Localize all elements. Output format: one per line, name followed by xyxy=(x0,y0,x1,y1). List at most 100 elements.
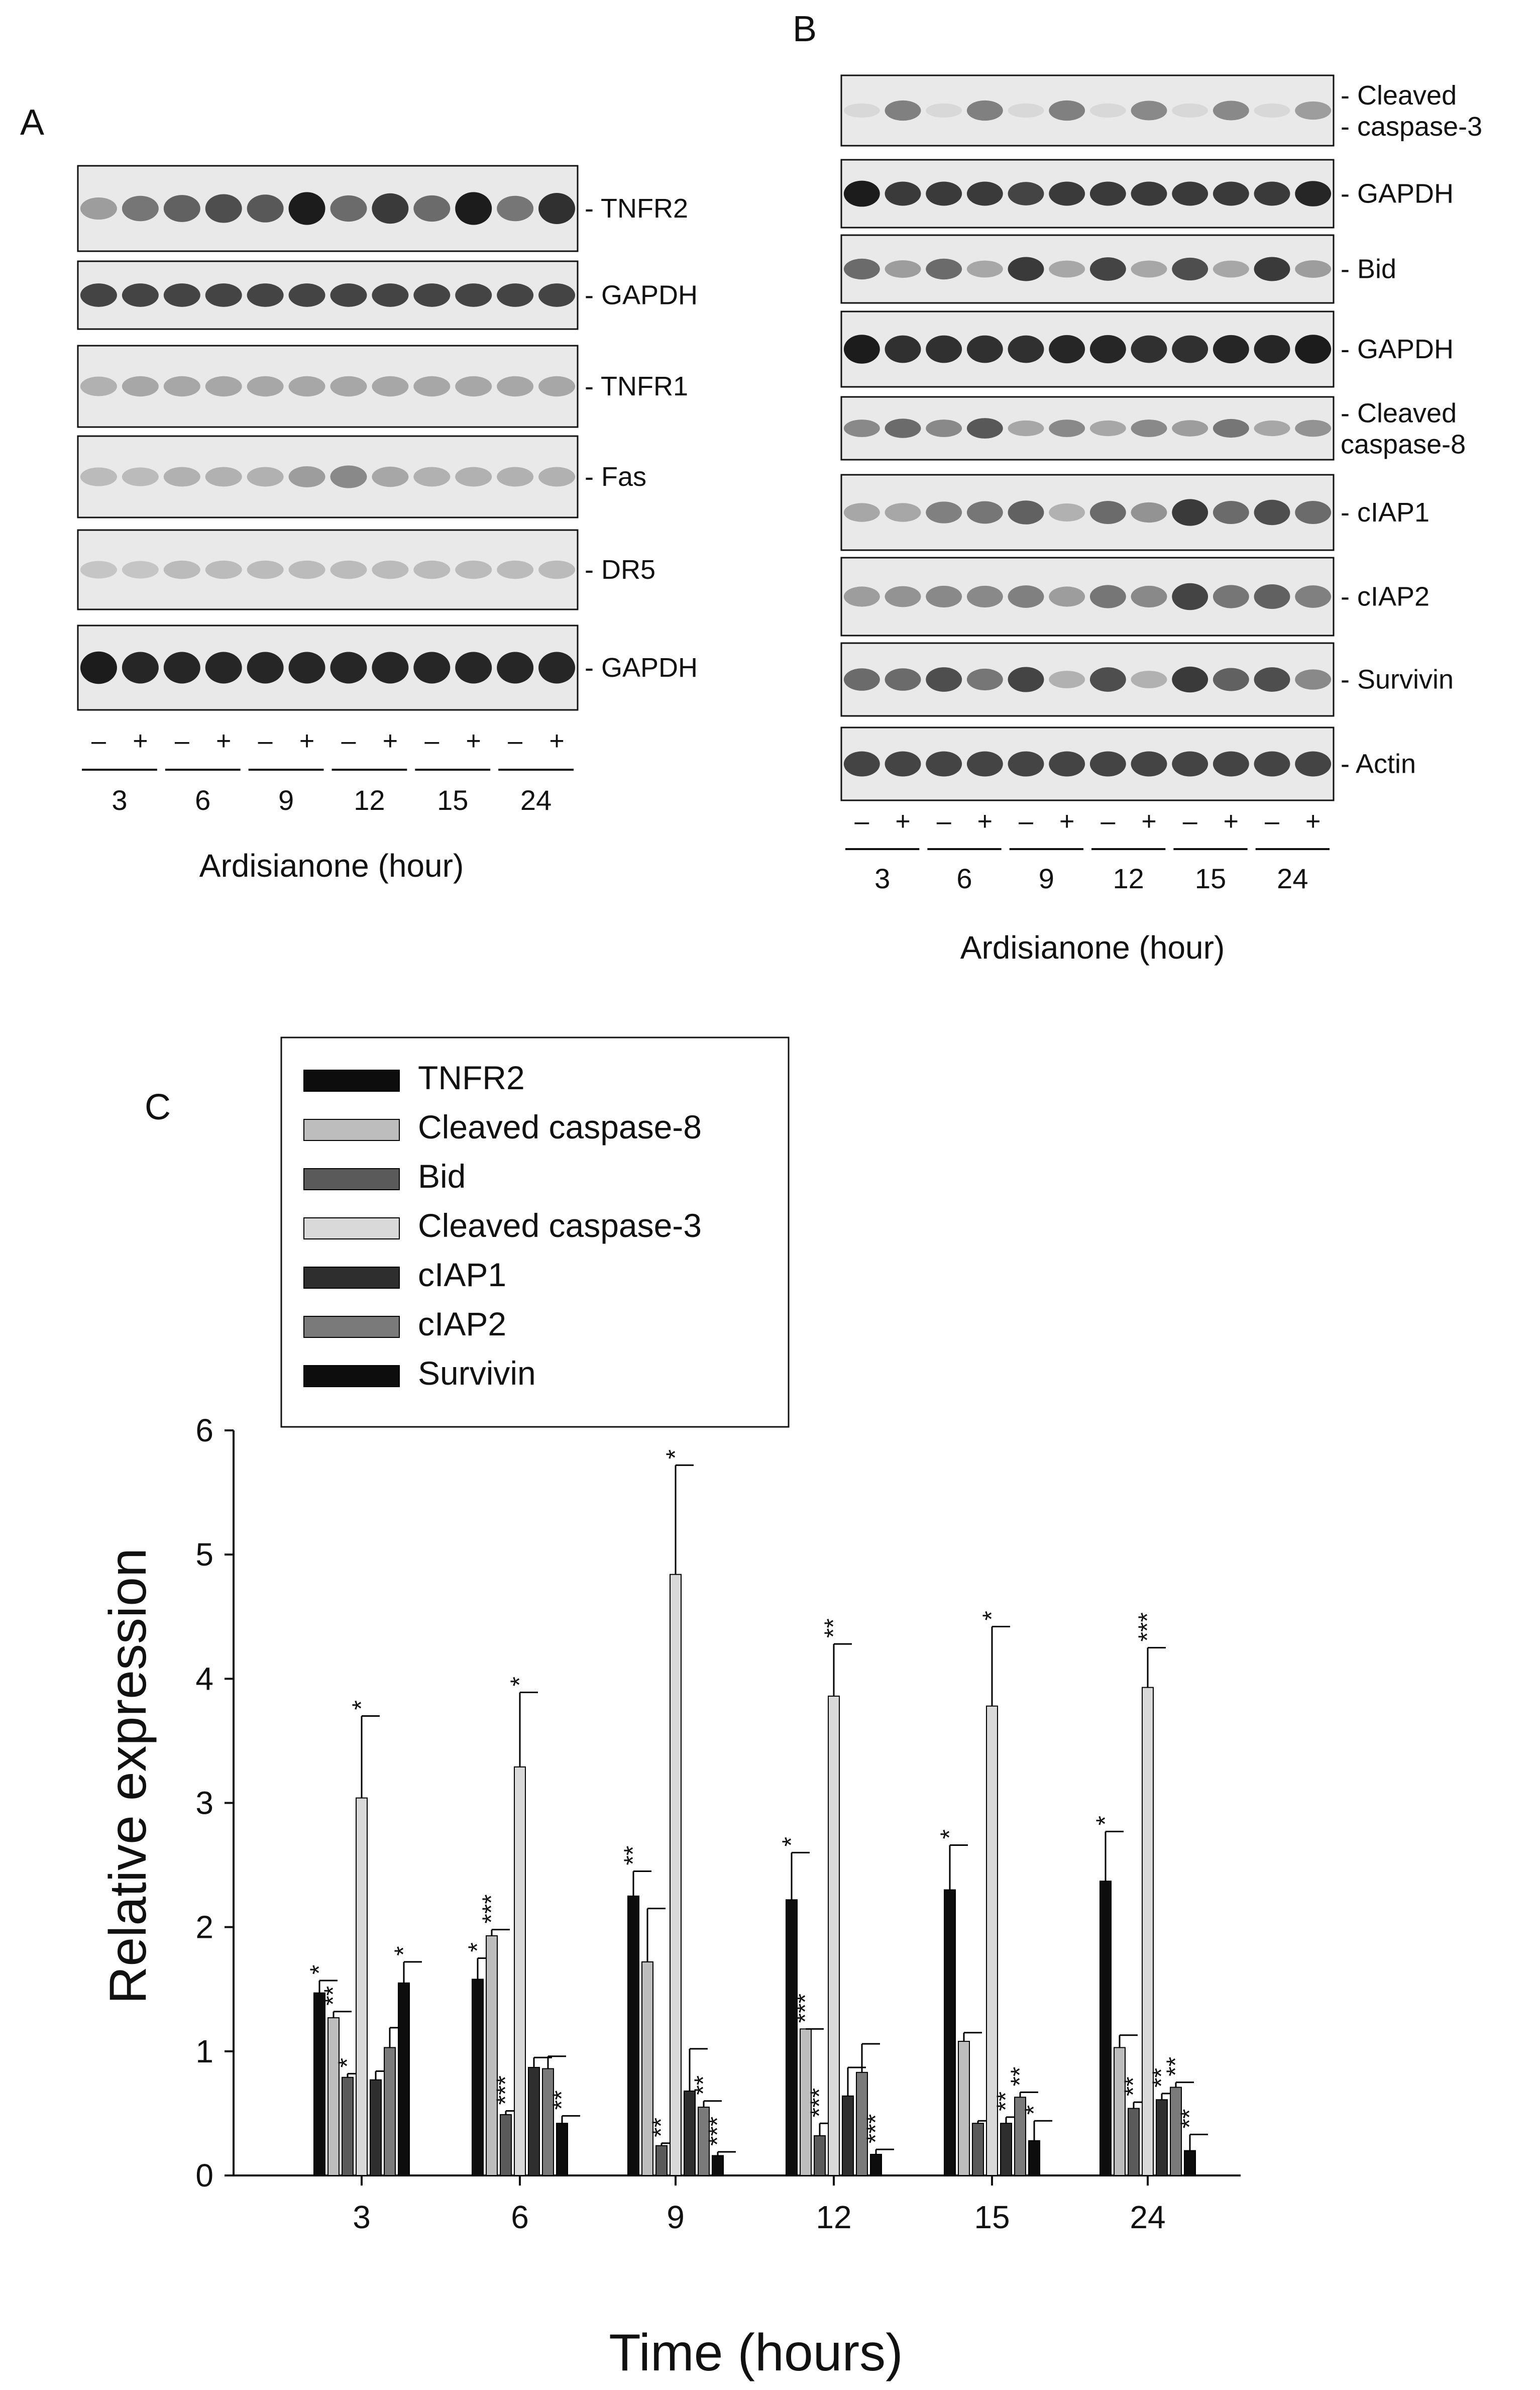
blot-band xyxy=(372,283,409,307)
lane-sign: + xyxy=(895,807,910,836)
blot-row: - Cleaved caspase-8 xyxy=(840,396,1466,461)
blot-label: - GAPDH xyxy=(585,280,698,310)
blot-band xyxy=(205,652,242,684)
y-tick-label: 0 xyxy=(195,2157,213,2194)
blot-band xyxy=(843,586,880,607)
blot-frame xyxy=(77,165,579,252)
significance-stars: * xyxy=(505,1677,533,1686)
blot-band xyxy=(926,258,962,280)
timepoint-label: 6 xyxy=(956,863,972,894)
blot-band xyxy=(1008,585,1044,608)
blot-band xyxy=(455,560,492,579)
blot-label: - GAPDH xyxy=(585,653,698,683)
blot-band xyxy=(1213,100,1249,121)
timepoint-label: 12 xyxy=(1113,863,1144,894)
blot-band xyxy=(1008,751,1044,777)
blot-band xyxy=(1131,751,1167,777)
lane-sign: + xyxy=(549,726,564,756)
blot-label: - Survivin xyxy=(1341,665,1454,695)
panel-a-axis-title: Ardisianone (hour) xyxy=(199,848,464,884)
blot-band xyxy=(885,668,921,691)
blot-band xyxy=(205,194,242,223)
blot-band xyxy=(497,560,534,579)
panel-b-letter: B xyxy=(793,9,817,49)
legend-label: Cleaved caspase-8 xyxy=(418,1108,702,1146)
blot-band xyxy=(330,376,367,397)
x-axis-title: Time (hours) xyxy=(609,2324,903,2382)
blot-band xyxy=(1008,500,1044,525)
legend-label: Cleaved caspase-3 xyxy=(418,1207,702,1244)
significance-stars: * xyxy=(333,2058,361,2067)
blot-band xyxy=(1254,667,1290,692)
blot-row: - GAPDH xyxy=(77,625,698,711)
blot-band xyxy=(843,420,880,437)
bar xyxy=(1114,2047,1126,2176)
blot-label: - cIAP2 xyxy=(1341,582,1429,612)
blot-frame xyxy=(840,642,1335,717)
bar xyxy=(842,2095,854,2176)
bar xyxy=(1184,2150,1196,2176)
legend-swatch xyxy=(303,1217,400,1239)
x-tick-label: 12 xyxy=(816,2199,851,2235)
blot-band xyxy=(538,467,576,487)
significance-stars: ** xyxy=(547,2090,576,2110)
blot-band xyxy=(413,283,451,307)
blot-band xyxy=(538,652,576,684)
blot-label: - Cleaved xyxy=(1341,398,1457,429)
blot-band xyxy=(247,194,284,223)
blot-band xyxy=(413,560,451,579)
blot-band xyxy=(330,652,367,684)
bar xyxy=(1142,1687,1154,2176)
lane-sign: + xyxy=(1305,807,1321,836)
blot-label: caspase-8 xyxy=(1341,430,1466,460)
blot-band xyxy=(1008,182,1044,205)
significance-stars: * xyxy=(463,1942,491,1952)
blot-band xyxy=(1254,181,1290,206)
blot-band xyxy=(843,503,880,522)
blot-band xyxy=(538,376,576,397)
blot-band xyxy=(80,376,117,396)
significance-stars: ** xyxy=(1147,2068,1175,2088)
blot-label: - Cleaved xyxy=(1341,80,1457,111)
blot-band xyxy=(885,586,921,607)
blot-band xyxy=(122,376,159,397)
blot-label: - Fas xyxy=(585,462,646,492)
y-tick-label: 5 xyxy=(195,1536,213,1573)
x-tick-label: 9 xyxy=(667,2199,685,2235)
bar xyxy=(641,1961,653,2176)
blot-band xyxy=(413,376,451,397)
blot-band xyxy=(163,195,200,222)
legend-label: Survivin xyxy=(418,1355,536,1392)
timepoint-label: 15 xyxy=(437,784,468,816)
timepoint-label: 9 xyxy=(278,784,294,816)
legend-label: Bid xyxy=(418,1158,466,1195)
blot-band xyxy=(1089,667,1126,692)
blot-band xyxy=(1254,499,1290,526)
blot-row: - Cleaved- caspase-3 xyxy=(840,74,1482,147)
blot-band xyxy=(1254,751,1290,777)
blot-band xyxy=(966,585,1003,608)
blot-band xyxy=(205,560,242,579)
blot-band xyxy=(163,376,200,397)
blot-band xyxy=(966,501,1003,524)
blot-band xyxy=(330,560,367,579)
blot-band xyxy=(372,193,409,224)
significance-stars: * xyxy=(389,1946,417,1955)
blot-band xyxy=(1049,420,1085,437)
blot-row: - DR5 xyxy=(77,529,655,610)
timepoint-label: 9 xyxy=(1039,863,1054,894)
bar xyxy=(356,1797,368,2176)
blot-band xyxy=(413,195,451,222)
x-tick-label: 24 xyxy=(1130,2199,1165,2235)
blot-band xyxy=(1089,103,1126,118)
blot-band xyxy=(455,192,492,225)
blot-band xyxy=(122,652,159,684)
blot-band xyxy=(885,100,921,121)
panel-b-axis-title: Ardisianone (hour) xyxy=(960,929,1225,966)
blot-row: - GAPDH xyxy=(840,310,1454,388)
blot-label: - caspase-3 xyxy=(1341,112,1482,142)
significance-stars: ** xyxy=(1006,2066,1034,2086)
bar xyxy=(342,2076,354,2176)
bar xyxy=(670,1574,682,2176)
